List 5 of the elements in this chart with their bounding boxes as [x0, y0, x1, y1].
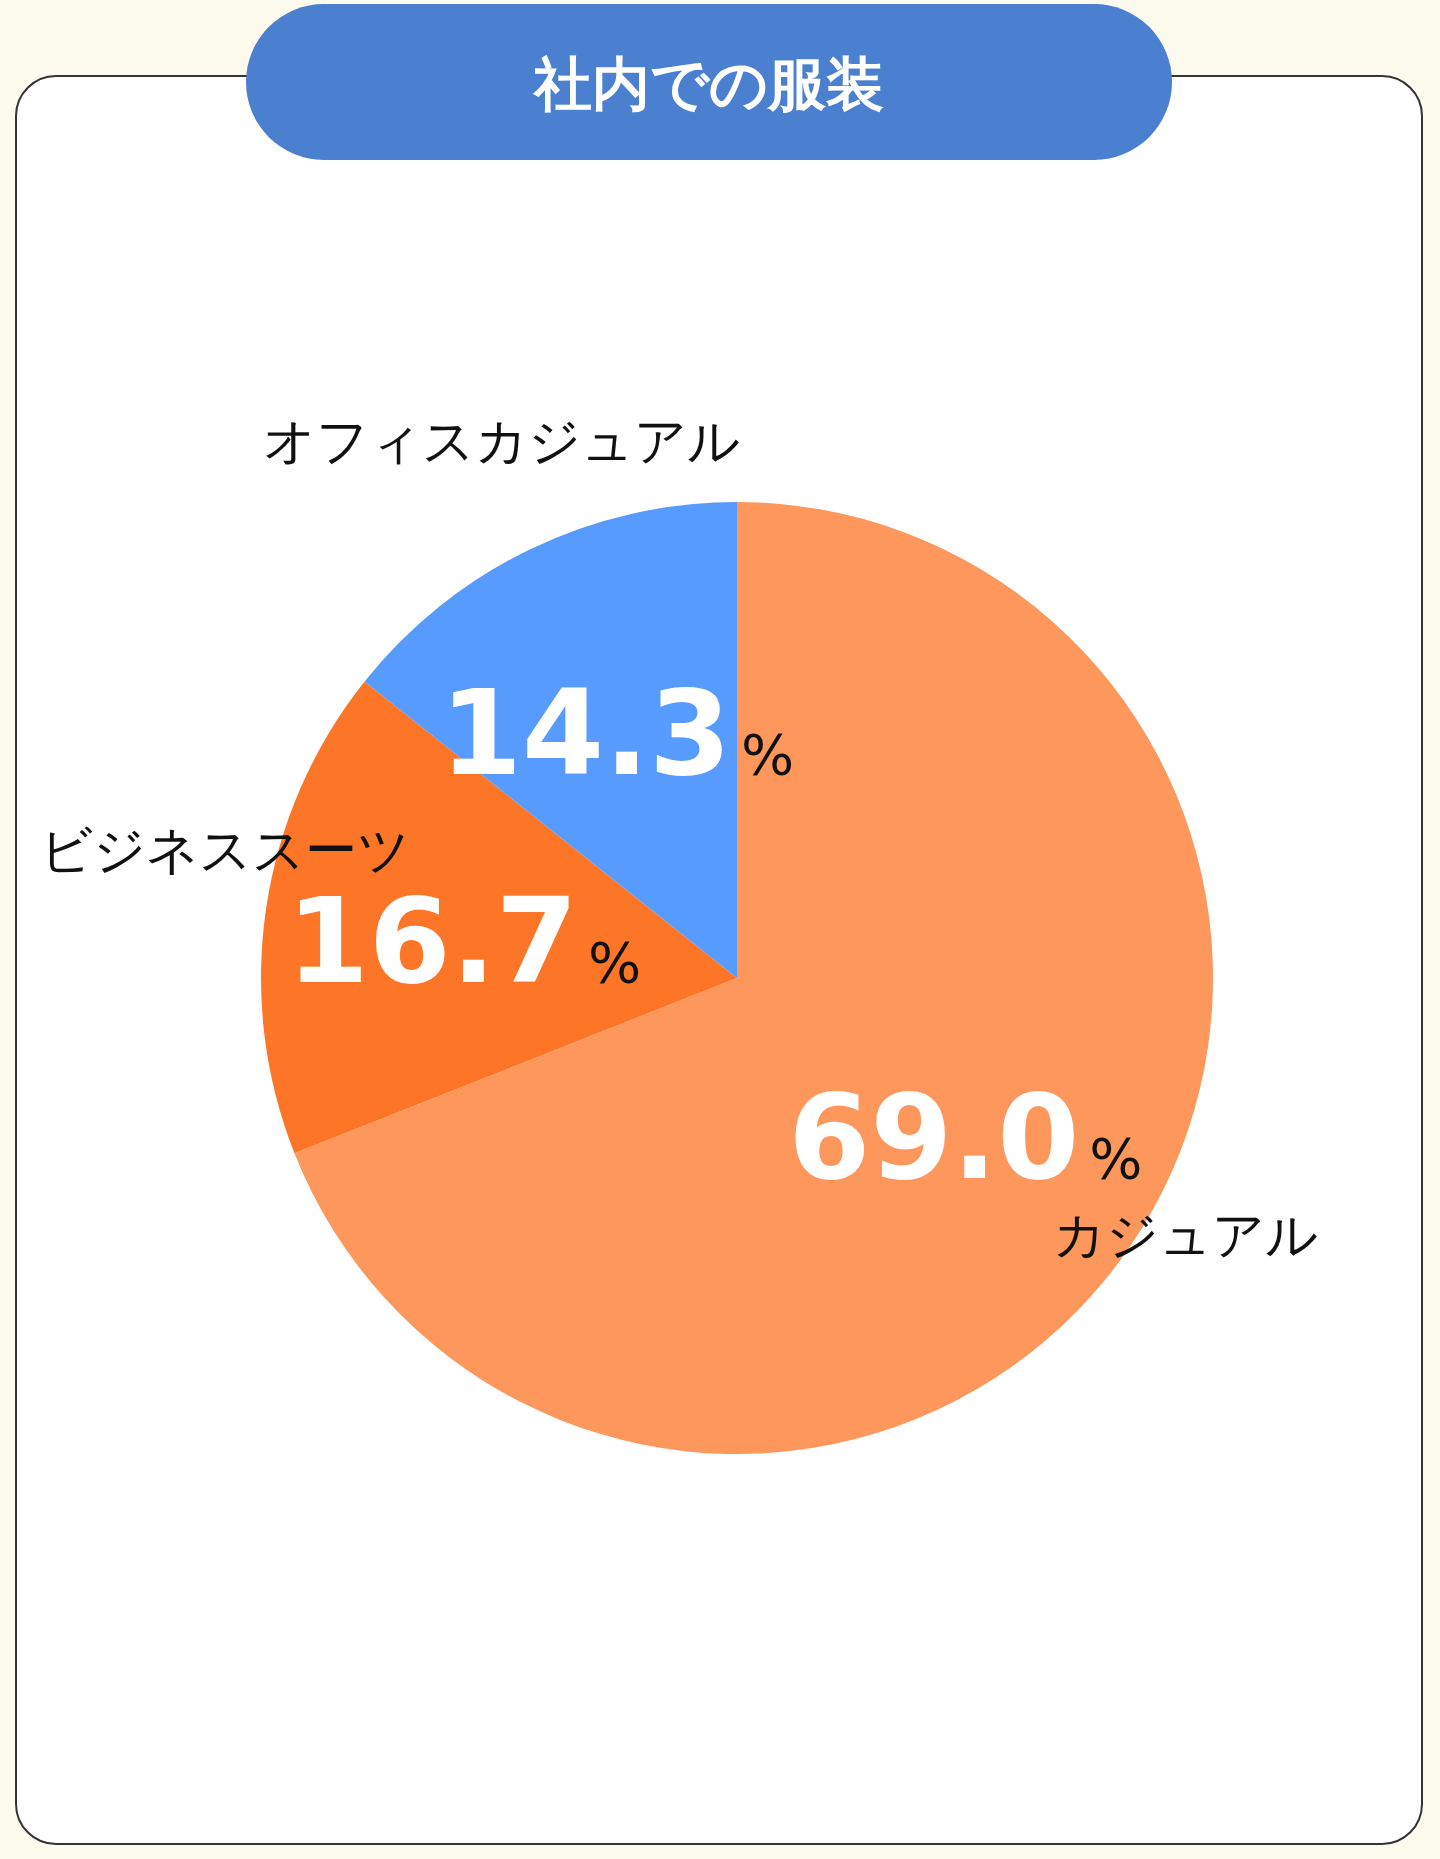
data-label: 14.3% — [439, 664, 795, 803]
chart-title: 社内での服装 — [532, 50, 884, 118]
slice-label: オフィスカジュアル — [262, 411, 740, 472]
data-label: 69.0% — [788, 1068, 1143, 1207]
data-label: 16.7% — [286, 872, 642, 1011]
